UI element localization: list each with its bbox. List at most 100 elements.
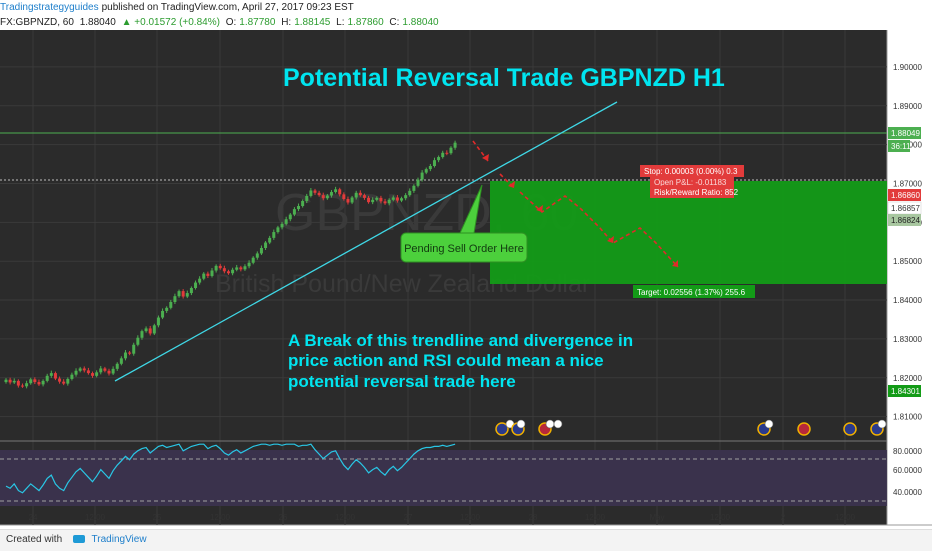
open-value: 1.87780: [239, 17, 276, 28]
svg-text:Stop: 0.00003 (0.00%) 0.3: Stop: 0.00003 (0.00%) 0.3: [644, 167, 738, 176]
candle-body: [259, 247, 263, 254]
candle-body: [99, 368, 103, 373]
trendline[interactable]: [114, 101, 618, 382]
candle-body: [371, 199, 375, 203]
price-chart[interactable]: GBPNZD, 60 British Pound/New Zealand Dol…: [0, 30, 932, 538]
candle-body: [78, 368, 82, 371]
event-flag-icon: [764, 419, 774, 429]
y-tick-label: 1.82000: [893, 374, 922, 383]
candle-body: [123, 352, 127, 359]
candle-body: [222, 268, 226, 272]
candle-body: [156, 317, 160, 326]
candle-body: [206, 273, 210, 276]
x-tick-label: 24: [29, 513, 38, 522]
candle-body: [189, 288, 193, 294]
author-link[interactable]: Tradingstrategyguides: [0, 2, 99, 13]
rsi-axis-labels: 80.0000 60.0000 40.0000: [893, 447, 922, 497]
candle-body: [354, 192, 358, 198]
candle-body: [82, 368, 86, 371]
rsi-levels: [0, 458, 887, 502]
tag-stop: 1.86860: [888, 189, 921, 201]
pnl-label: Open P&L: -0.01183: [650, 177, 734, 187]
callout-text: Pending Sell Order Here: [404, 243, 524, 255]
candle-body: [264, 242, 268, 248]
analysis-note: A Break of this trendline and divergence…: [288, 331, 633, 391]
rsi-line: [5, 443, 456, 494]
open-label: O:: [225, 17, 237, 28]
candle-body: [214, 265, 218, 271]
candle-body: [338, 189, 342, 195]
candle-body: [37, 382, 41, 385]
candle-body: [367, 197, 371, 203]
y-tick-label: 1.84000: [893, 296, 922, 305]
candle-body: [231, 269, 235, 274]
candle-body: [239, 267, 243, 270]
y-tick-label: 1.89000: [893, 102, 922, 111]
svg-text:40.0000: 40.0000: [893, 488, 922, 497]
candle-body: [74, 370, 78, 375]
candle-body: [383, 201, 387, 204]
candle-body: [45, 375, 49, 381]
candle-body: [292, 209, 296, 215]
x-tick-label: 12:00: [85, 513, 106, 522]
note-line-1: A Break of this trendline and divergence…: [288, 331, 633, 350]
stop-label: Stop: 0.00003 (0.00%) 0.3: [640, 165, 744, 177]
candle-body: [437, 157, 441, 161]
candle-body: [194, 282, 198, 289]
candle-body: [445, 152, 449, 154]
event-flag-icon: [495, 422, 509, 436]
pending-sell-callout[interactable]: Pending Sell Order Here: [400, 184, 528, 263]
candle-body: [297, 206, 301, 210]
candle-body: [400, 198, 404, 201]
y-tick-label: 1.90000: [893, 63, 922, 72]
symbol-label[interactable]: FX:GBPNZD, 60: [0, 17, 74, 28]
candle-body: [169, 302, 173, 308]
candle-body: [379, 197, 383, 202]
candle-body: [140, 331, 144, 338]
event-flag-icon: [516, 419, 526, 429]
candle-body: [334, 189, 338, 193]
candle-body: [420, 172, 424, 180]
chart-title: Potential Reversal Trade GBPNZD H1: [283, 64, 725, 92]
candle-body: [321, 195, 325, 199]
tag-open: 1.86824: [888, 214, 921, 226]
candle-body: [148, 328, 152, 334]
tradingview-brand[interactable]: TradingView: [91, 534, 147, 545]
svg-text:1.86824: 1.86824: [891, 216, 920, 225]
price-tags: 1.88049 36:11 1.86860 1.86857 1.86824 1.…: [887, 127, 922, 397]
candle-body: [243, 266, 247, 270]
event-icons[interactable]: [495, 419, 887, 436]
event-flag-icon: [877, 419, 887, 429]
svg-text:1.86857: 1.86857: [891, 204, 920, 213]
candle-body: [391, 197, 395, 200]
candle-body: [161, 310, 165, 318]
candle-body: [325, 195, 329, 199]
candle-body: [317, 192, 321, 196]
note-line-2: price action and RSI could mean a nice: [288, 351, 604, 370]
candle-body: [255, 253, 259, 258]
candle-body: [395, 197, 399, 201]
candle-body: [33, 379, 37, 383]
candle-body: [58, 378, 62, 382]
candle-body: [12, 380, 16, 383]
candle-body: [276, 227, 280, 233]
candle-body: [132, 344, 136, 354]
candle-body: [350, 197, 354, 203]
candle-body: [375, 197, 379, 200]
candle-body: [20, 385, 24, 387]
svg-text:36:11: 36:11: [891, 142, 911, 151]
candle-body: [95, 372, 99, 376]
event-flag-icon: [545, 419, 555, 429]
candle-body: [29, 379, 33, 384]
candle-body: [103, 368, 107, 371]
candle-body: [144, 328, 148, 332]
candle-body: [25, 383, 29, 387]
candles: [4, 140, 457, 389]
publish-line: Tradingstrategyguides published on Tradin…: [0, 0, 932, 15]
tag-current: 1.88049: [888, 127, 921, 139]
event-flag-icon: [553, 419, 563, 429]
y-tick-label: 1.87000: [893, 179, 922, 188]
candle-body: [8, 379, 12, 383]
candle-body: [284, 219, 288, 224]
y-tick-label: 1.85000: [893, 257, 922, 266]
